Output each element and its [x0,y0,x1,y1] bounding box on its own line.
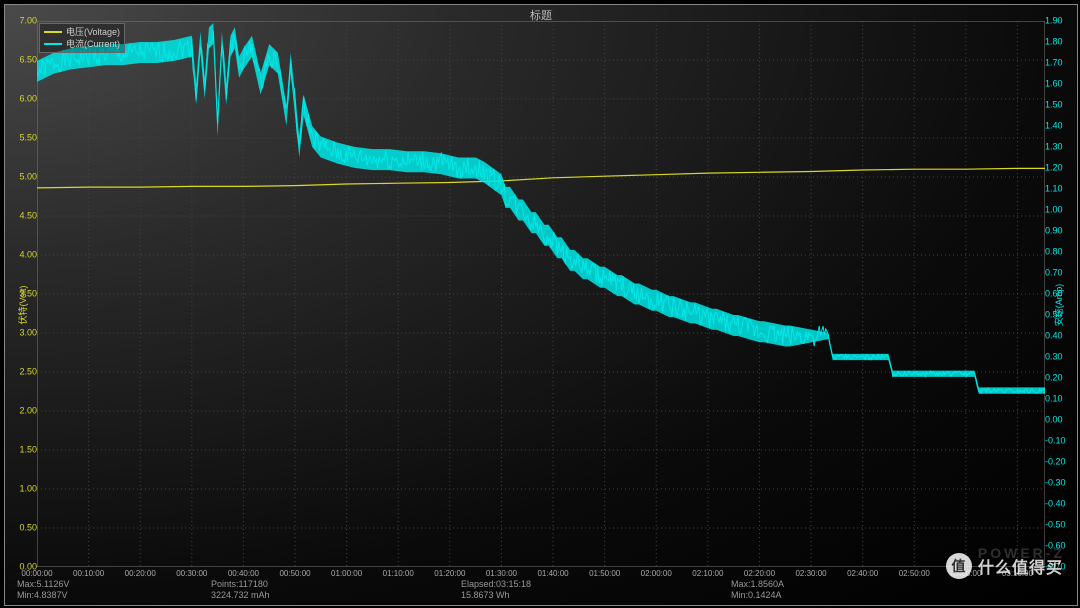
xtick: 01:50:00 [589,569,620,578]
ytick-right: -0.40 [1045,500,1066,509]
ytick-left: 6.00 [19,95,37,104]
plot-area[interactable] [37,21,1045,567]
ytick-right: 0.00 [1045,416,1063,425]
ytick-right: 0.20 [1045,374,1063,383]
ytick-left: 1.50 [19,446,37,455]
xtick: 01:30:00 [486,569,517,578]
ytick-left: 4.50 [19,212,37,221]
ytick-right: 0.10 [1045,395,1063,404]
ytick-right: -0.50 [1045,521,1066,530]
ytick-right: 1.90 [1045,17,1063,26]
legend-swatch [44,31,62,33]
legend-swatch [44,43,62,45]
legend[interactable]: 电压(Voltage)电流(Current) [39,23,125,53]
ytick-left: 2.50 [19,368,37,377]
ytick-right: 1.20 [1045,164,1063,173]
ytick-right: 1.60 [1045,80,1063,89]
stat-value: Min:0.1424A [731,590,782,601]
ytick-left: 1.00 [19,485,37,494]
ytick-right: 1.70 [1045,59,1063,68]
xtick: 02:00:00 [641,569,672,578]
ytick-left: 6.50 [19,56,37,65]
stat-value: Min:4.8387V [17,590,68,601]
xtick: 00:20:00 [125,569,156,578]
chart-frame: 标题 0.000.501.001.502.002.503.003.504.004… [4,4,1078,606]
stat-value: Points:117180 [211,579,268,590]
ytick-right: 1.80 [1045,38,1063,47]
legend-label: 电流(Current) [66,38,120,50]
ytick-left: 5.00 [19,173,37,182]
stat-value: 3224.732 mAh [211,590,270,601]
xtick: 02:30:00 [795,569,826,578]
ytick-right: 1.00 [1045,206,1063,215]
legend-item[interactable]: 电流(Current) [44,38,120,50]
xtick: 02:20:00 [744,569,775,578]
stat-value: Max:1.8560A [731,579,784,590]
ytick-left: 3.00 [19,329,37,338]
ytick-right: -0.30 [1045,479,1066,488]
xtick: 00:30:00 [176,569,207,578]
stats-bar: Max:5.1126V Points:117180 Elapsed:03:15:18… [11,579,1071,601]
ytick-right: 0.30 [1045,353,1063,362]
xtick: 00:10:00 [73,569,104,578]
ytick-right: -0.20 [1045,458,1066,467]
xtick: 01:40:00 [537,569,568,578]
xtick: 00:00:00 [21,569,52,578]
xtick: 00:50:00 [279,569,310,578]
ytick-right: 1.10 [1045,185,1063,194]
xtick: 00:40:00 [228,569,259,578]
xtick: 01:00:00 [331,569,362,578]
ytick-right: 1.40 [1045,122,1063,131]
xtick: 01:10:00 [383,569,414,578]
stat-value: Elapsed:03:15:18 [461,579,531,590]
ytick-left: 0.50 [19,524,37,533]
xtick: 02:10:00 [692,569,723,578]
smzdm-watermark: 值 什么值得买 [946,553,1063,579]
ytick-left: 5.50 [19,134,37,143]
ytick-right: 0.40 [1045,332,1063,341]
ytick-right: 0.70 [1045,269,1063,278]
legend-label: 电压(Voltage) [66,26,120,38]
ytick-right: 1.50 [1045,101,1063,110]
ytick-left: 4.00 [19,251,37,260]
ytick-left: 7.00 [19,17,37,26]
ytick-right: 0.80 [1045,248,1063,257]
smzdm-badge-icon: 值 [946,553,972,579]
legend-item[interactable]: 电压(Voltage) [44,26,120,38]
ytick-right: 1.30 [1045,143,1063,152]
xtick: 01:20:00 [434,569,465,578]
stat-value: 15.8673 Wh [461,590,510,601]
ytick-left: 2.00 [19,407,37,416]
y-axis-right-label: 安培(Amp) [1051,284,1064,327]
smzdm-text: 什么值得买 [978,554,1063,578]
xtick: 02:40:00 [847,569,878,578]
stat-value: Max:5.1126V [17,579,69,590]
xtick: 02:50:00 [899,569,930,578]
chart-svg [37,21,1045,567]
ytick-right: -0.10 [1045,437,1066,446]
ytick-right: 0.90 [1045,227,1063,236]
y-axis-left-label: 伏特(Volt) [16,285,29,324]
